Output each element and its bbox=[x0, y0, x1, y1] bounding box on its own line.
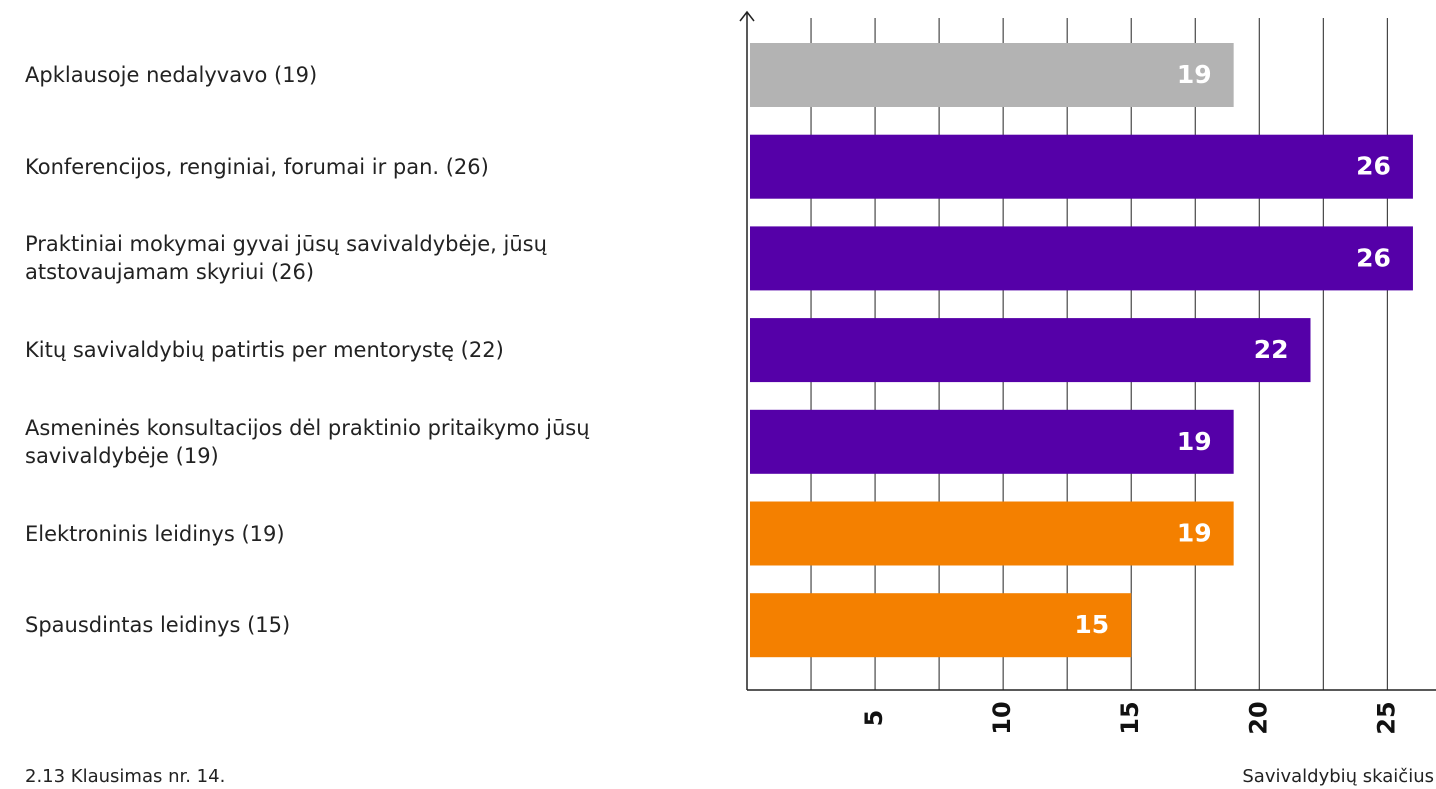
category-label: Konferencijos, renginiai, forumai ir pan… bbox=[25, 154, 489, 179]
bar bbox=[750, 318, 1311, 383]
caption: 2.13 Klausimas nr. 14. bbox=[25, 766, 225, 787]
x-tick-label: 15 bbox=[1116, 701, 1144, 734]
category-label: Praktiniai mokymai gyvai jūsų savivaldyb… bbox=[25, 232, 547, 285]
category-label: Elektroninis leidinys (19) bbox=[25, 521, 285, 546]
x-tick-label: 25 bbox=[1372, 701, 1400, 734]
bar bbox=[750, 226, 1413, 291]
x-tick-label: 10 bbox=[988, 701, 1016, 734]
value-label: 19 bbox=[1177, 519, 1212, 548]
category-label: Spausdintas leidinys (15) bbox=[25, 613, 291, 638]
value-label: 22 bbox=[1254, 335, 1289, 364]
value-label: 19 bbox=[1177, 60, 1212, 89]
y-axis-arrow bbox=[739, 10, 755, 22]
bar bbox=[750, 593, 1132, 658]
bar bbox=[750, 501, 1234, 566]
x-tick-label: 20 bbox=[1244, 701, 1272, 734]
value-label: 26 bbox=[1356, 243, 1391, 272]
x-tick-label: 5 bbox=[860, 710, 888, 727]
value-label: 26 bbox=[1356, 152, 1391, 181]
bar bbox=[750, 43, 1234, 107]
x-axis-label: Savivaldybių skaičius bbox=[1242, 766, 1434, 787]
bar bbox=[750, 134, 1413, 199]
value-label: 15 bbox=[1074, 610, 1109, 639]
category-label: Asmeninės konsultacijos dėl praktinio pr… bbox=[25, 415, 590, 468]
value-label: 19 bbox=[1177, 427, 1212, 456]
category-label: Apklausoje nedalyvavo (19) bbox=[25, 63, 318, 87]
bar bbox=[750, 409, 1234, 474]
category-label: Kitų savivaldybių patirtis per mentoryst… bbox=[25, 338, 504, 363]
